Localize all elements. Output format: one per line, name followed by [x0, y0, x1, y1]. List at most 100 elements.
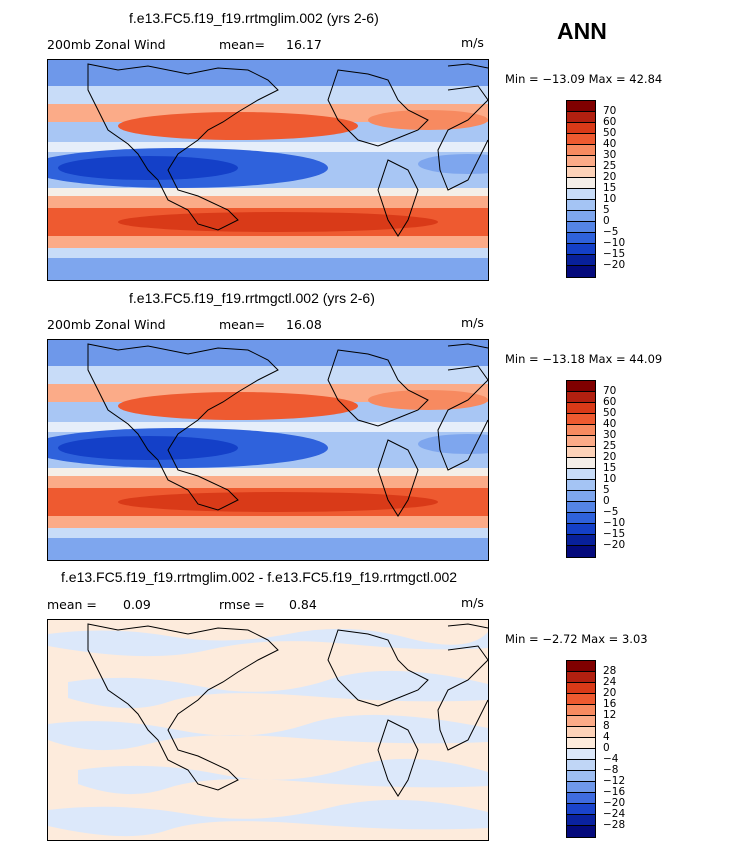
- colorbar-swatch: [567, 381, 595, 392]
- panel-title: f.e13.FC5.f19_f19.rrtmglim.002 - f.e13.F…: [61, 569, 458, 585]
- colorbar-swatch: [567, 469, 595, 480]
- mean-value: 0.09: [123, 597, 151, 612]
- colorbar-swatch: [567, 738, 595, 749]
- colorbar-tick: 28: [603, 665, 617, 677]
- colorbar-tick: 30: [603, 149, 617, 161]
- units-label: m/s: [461, 35, 484, 50]
- colorbar-swatch: [567, 815, 595, 826]
- season-label: ANN: [557, 18, 607, 44]
- colorbar-swatch: [567, 683, 595, 694]
- colorbar-tick: 60: [603, 116, 617, 128]
- colorbar-swatch: [567, 112, 595, 123]
- colorbar-swatch: [567, 513, 595, 524]
- colorbar-tick: −5: [603, 226, 619, 238]
- colorbar-tick: 15: [603, 182, 617, 194]
- colorbar-swatch: [567, 255, 595, 266]
- field-label: 200mb Zonal Wind: [47, 317, 166, 332]
- colorbar-swatch: [567, 145, 595, 156]
- colorbar-tick: 40: [603, 418, 617, 430]
- colorbar-tick: −12: [603, 775, 626, 787]
- mean-value: 16.17: [286, 37, 322, 52]
- units-label: m/s: [461, 315, 484, 330]
- colorbar-swatch: [567, 392, 595, 403]
- difference-map: [47, 619, 489, 841]
- colorbar-tick: 4: [603, 731, 610, 743]
- colorbar-tick: −5: [603, 506, 619, 518]
- colorbar-swatch: [567, 546, 595, 557]
- colorbar-tick: 25: [603, 440, 617, 452]
- colorbar-tick: 0: [603, 742, 610, 754]
- colorbar-tick: −10: [603, 517, 626, 529]
- colorbar-tick: 70: [603, 385, 617, 397]
- colorbar-tick: 12: [603, 709, 617, 721]
- colorbar-swatch: [567, 101, 595, 112]
- colorbar-tick: 40: [603, 138, 617, 150]
- mean-label: mean=: [219, 317, 265, 332]
- colorbar-swatch: [567, 189, 595, 200]
- colorbar: [566, 660, 596, 838]
- colorbar-tick: −4: [603, 753, 619, 765]
- colorbar-swatch: [567, 123, 595, 134]
- colorbar-swatch: [567, 826, 595, 837]
- colorbar-swatch: [567, 403, 595, 414]
- colorbar-swatch: [567, 524, 595, 535]
- colorbar-tick: 10: [603, 473, 617, 485]
- colorbar-swatch: [567, 705, 595, 716]
- colorbar-tick: −15: [603, 528, 626, 540]
- colorbar-tick: −20: [603, 539, 626, 551]
- colorbar-tick: 15: [603, 462, 617, 474]
- colorbar-tick: 0: [603, 495, 610, 507]
- rmse-label: rmse =: [219, 597, 265, 612]
- colorbar-swatch: [567, 782, 595, 793]
- colorbar-tick: −24: [603, 808, 626, 820]
- colorbar-tick: 20: [603, 451, 617, 463]
- colorbar-swatch: [567, 244, 595, 255]
- zonal-wind-map: [47, 59, 489, 281]
- colorbar-swatch: [567, 266, 595, 277]
- colorbar-swatch: [567, 716, 595, 727]
- field-label: 200mb Zonal Wind: [47, 37, 166, 52]
- colorbar-swatch: [567, 425, 595, 436]
- colorbar-swatch: [567, 222, 595, 233]
- panel-title: f.e13.FC5.f19_f19.rrtmgctl.002 (yrs 2-6): [129, 290, 375, 306]
- colorbar-tick: 0: [603, 215, 610, 227]
- colorbar-tick: 30: [603, 429, 617, 441]
- colorbar-tick: −20: [603, 259, 626, 271]
- colorbar-swatch: [567, 447, 595, 458]
- mean-label: mean =: [47, 597, 97, 612]
- colorbar-swatch: [567, 804, 595, 815]
- colorbar-tick: −16: [603, 786, 626, 798]
- colorbar: [566, 100, 596, 278]
- colorbar-tick: 25: [603, 160, 617, 172]
- colorbar-tick: 16: [603, 698, 617, 710]
- colorbar-swatch: [567, 156, 595, 167]
- colorbar-swatch: [567, 211, 595, 222]
- colorbar-tick: 20: [603, 171, 617, 183]
- colorbar-tick: 70: [603, 105, 617, 117]
- colorbar-swatch: [567, 458, 595, 469]
- colorbar-tick: 5: [603, 484, 610, 496]
- colorbar-tick: 8: [603, 720, 610, 732]
- colorbar-swatch: [567, 661, 595, 672]
- colorbar-tick: 24: [603, 676, 617, 688]
- units-label: m/s: [461, 595, 484, 610]
- colorbar-tick: 50: [603, 407, 617, 419]
- min-max-label: Min = −13.18 Max = 44.09: [505, 352, 663, 366]
- colorbar-tick: −8: [603, 764, 619, 776]
- colorbar-tick: 60: [603, 396, 617, 408]
- colorbar-swatch: [567, 749, 595, 760]
- colorbar-swatch: [567, 436, 595, 447]
- colorbar: [566, 380, 596, 558]
- colorbar-tick: 10: [603, 193, 617, 205]
- colorbar-swatch: [567, 535, 595, 546]
- colorbar-swatch: [567, 771, 595, 782]
- panel-title: f.e13.FC5.f19_f19.rrtmglim.002 (yrs 2-6): [129, 10, 379, 26]
- colorbar-tick: −28: [603, 819, 626, 831]
- colorbar-swatch: [567, 672, 595, 683]
- colorbar-swatch: [567, 167, 595, 178]
- colorbar-tick: 5: [603, 204, 610, 216]
- mean-value: 16.08: [286, 317, 322, 332]
- colorbar-swatch: [567, 491, 595, 502]
- colorbar-tick: −15: [603, 248, 626, 260]
- colorbar-swatch: [567, 760, 595, 771]
